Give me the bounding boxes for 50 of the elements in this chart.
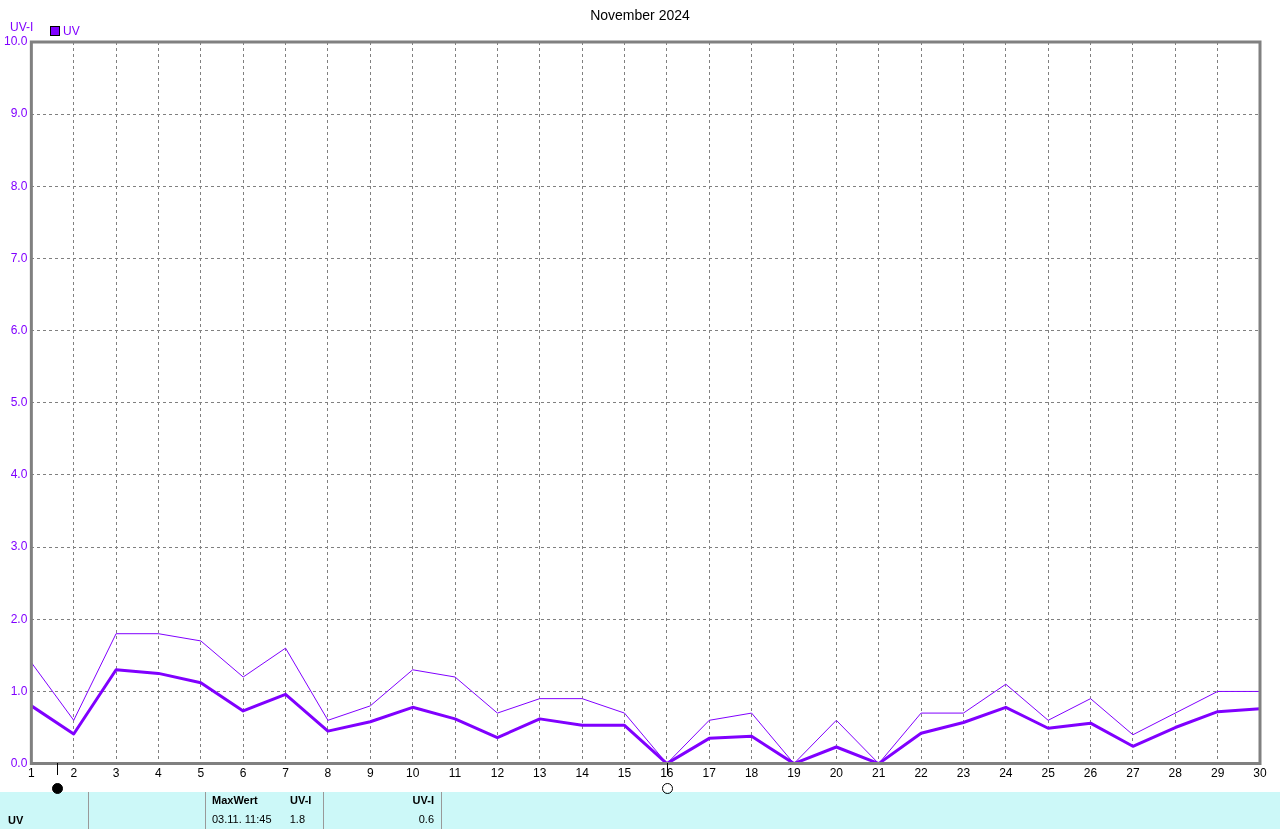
text: UV-I <box>412 794 434 806</box>
x-tick-label: 12 <box>490 766 505 781</box>
x-tick-label: 9 <box>366 766 374 781</box>
x-tick-label: 2 <box>70 766 78 781</box>
x-tick-label: 7 <box>282 766 290 781</box>
x-tick-label: 22 <box>914 766 929 781</box>
y-tick-label: 0.0 <box>10 755 28 770</box>
y-tick-label: 2.0 <box>10 611 28 626</box>
text: UV <box>8 814 24 826</box>
text: 1.8 <box>289 813 305 825</box>
y-tick-label: 1.0 <box>10 683 28 698</box>
text: 0.6 <box>418 813 434 825</box>
legend-label: UV <box>63 24 80 38</box>
chart-title: November 2024 <box>590 7 690 23</box>
text: MaxWert <box>212 794 258 806</box>
x-tick-label: 8 <box>324 766 332 781</box>
x-tick-label: 19 <box>787 766 801 781</box>
x-tick-label: 1 <box>28 766 36 781</box>
x-tick-label: 21 <box>872 766 886 781</box>
x-tick-label: 30 <box>1253 766 1267 781</box>
x-tick-label: 20 <box>829 766 844 781</box>
x-tick-label: 4 <box>155 766 163 781</box>
y-tick-label: 8.0 <box>10 178 28 193</box>
x-tick-label: 26 <box>1083 766 1098 781</box>
y-tick-label: 10.0 <box>4 34 28 49</box>
y-tick-label: 7.0 <box>10 250 28 265</box>
y-tick-label: 5.0 <box>10 395 28 410</box>
x-tick-label: 14 <box>575 766 590 781</box>
x-tick-label: 28 <box>1168 766 1183 781</box>
y-tick-label: 4.0 <box>10 467 28 482</box>
x-tick-label: 18 <box>744 766 759 781</box>
x-tick-label: 25 <box>1041 766 1056 781</box>
x-tick-label: 5 <box>197 766 205 781</box>
x-tick-label: 17 <box>702 766 717 781</box>
x-tick-label: 6 <box>239 766 247 781</box>
y-axis-title: UV-I <box>10 20 34 34</box>
x-tick-label: 24 <box>999 766 1013 781</box>
x-tick-label: 23 <box>956 766 971 781</box>
x-tick-label: 29 <box>1210 766 1225 781</box>
x-tick-label: 27 <box>1126 766 1140 781</box>
y-tick-label: 9.0 <box>10 106 28 121</box>
x-tick-label: 13 <box>533 766 547 781</box>
y-tick-label: 3.0 <box>10 539 28 554</box>
text: UV-I <box>290 794 312 806</box>
y-tick-label: 6.0 <box>10 322 28 337</box>
x-tick-label: 15 <box>617 766 632 781</box>
x-tick-label: 3 <box>112 766 120 781</box>
text: 03.11. 11:45 <box>212 813 272 825</box>
x-tick-label: 10 <box>405 766 420 781</box>
x-tick-label: 11 <box>448 766 462 781</box>
